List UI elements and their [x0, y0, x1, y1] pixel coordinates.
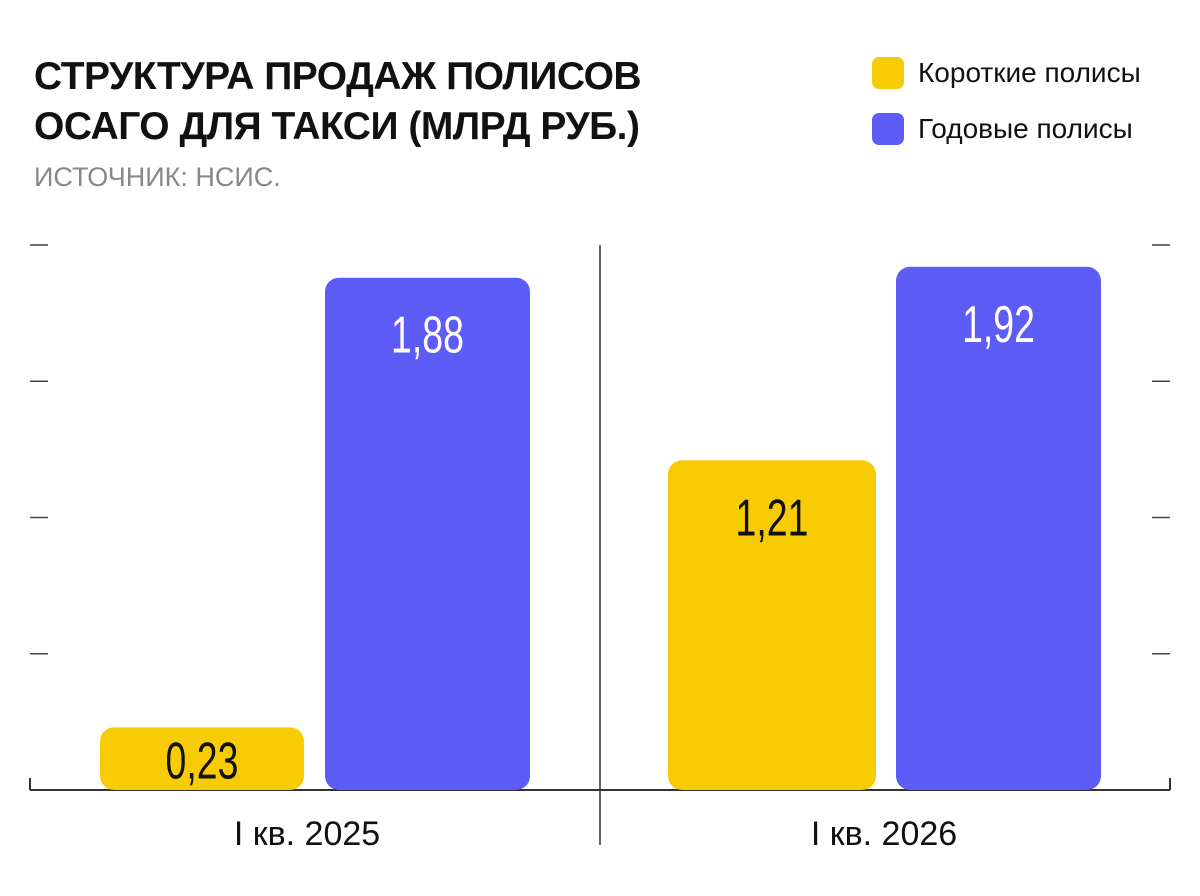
bar-annual-1: [896, 266, 1101, 790]
legend-swatch-annual: [872, 113, 904, 145]
bar-short-1: [668, 460, 876, 790]
legend-label-short: Короткие полисы: [918, 57, 1141, 88]
data-label: 0,23: [166, 732, 239, 791]
chart-title: СТРУКТУРА ПРОДАЖ ПОЛИСОВ ОСАГО ДЛЯ ТАКСИ…: [34, 52, 642, 152]
title-line-1: СТРУКТУРА ПРОДАЖ ПОЛИСОВ: [34, 55, 642, 98]
legend-swatch-short: [872, 57, 904, 89]
x-tick-label: I кв. 2025: [234, 815, 380, 853]
bar-annual-0: [325, 277, 530, 790]
data-label: 1,21: [736, 488, 809, 547]
legend-item-short: Короткие полисы: [872, 55, 1141, 91]
data-label: 1,88: [391, 306, 464, 365]
x-tick-label: I кв. 2026: [811, 815, 957, 853]
data-label: 1,92: [962, 295, 1035, 354]
chart-source: ИСТОЧНИК: НСИС.: [34, 162, 281, 192]
legend-label-annual: Годовые полисы: [918, 113, 1133, 144]
legend: Короткие полисы Годовые полисы: [872, 55, 1141, 167]
legend-item-annual: Годовые полисы: [872, 111, 1141, 147]
bar-short-0: [100, 727, 304, 790]
title-line-2: ОСАГО ДЛЯ ТАКСИ (МЛРД РУБ.): [34, 105, 640, 148]
